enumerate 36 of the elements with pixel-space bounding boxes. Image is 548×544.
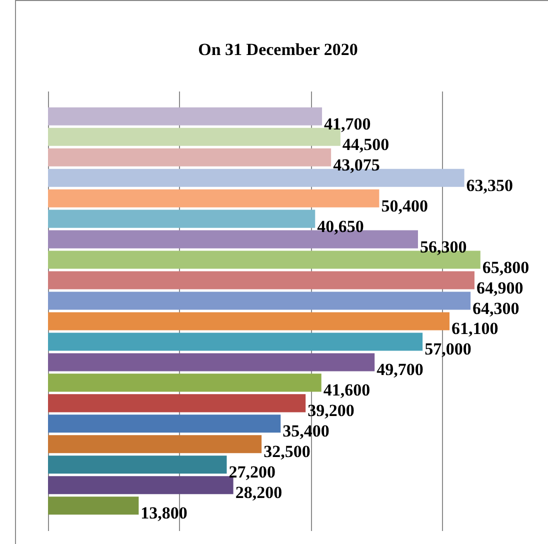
data-label: 61,100 [452, 319, 498, 338]
bar [48, 292, 471, 310]
bar [48, 271, 474, 290]
data-label: 32,500 [264, 442, 310, 462]
data-label: 43,075 [333, 155, 380, 174]
data-label: 64,300 [472, 298, 520, 318]
data-label: 49,700 [376, 360, 424, 380]
data-label: 40,650 [317, 216, 364, 236]
bar [48, 189, 380, 208]
data-label: 56,300 [420, 237, 467, 256]
data-label: 41,600 [323, 380, 370, 400]
bar [48, 148, 332, 166]
data-label: 41,700 [324, 114, 371, 134]
bar [48, 210, 316, 228]
data-label: 28,200 [235, 483, 282, 502]
data-label: 63,350 [466, 176, 514, 195]
bar [48, 312, 450, 330]
data-label: 27,200 [228, 462, 276, 482]
chart-title: On 31 December 2020 [198, 40, 358, 59]
bar [48, 353, 375, 372]
data-label: 35,400 [282, 422, 330, 441]
bar [48, 394, 306, 412]
data-label: 64,900 [476, 278, 524, 298]
bar [48, 456, 227, 474]
bar [48, 435, 262, 454]
data-label: 39,200 [308, 401, 354, 420]
data-label: 50,400 [381, 196, 428, 216]
data-label: 13,800 [140, 504, 188, 523]
data-label: 57,000 [424, 340, 472, 359]
data-label: 44,500 [342, 134, 390, 154]
bar [48, 414, 281, 433]
bar [48, 332, 423, 351]
bar [48, 496, 139, 515]
data-label: 65,800 [482, 258, 530, 277]
bar [48, 374, 322, 392]
bar [48, 107, 322, 126]
